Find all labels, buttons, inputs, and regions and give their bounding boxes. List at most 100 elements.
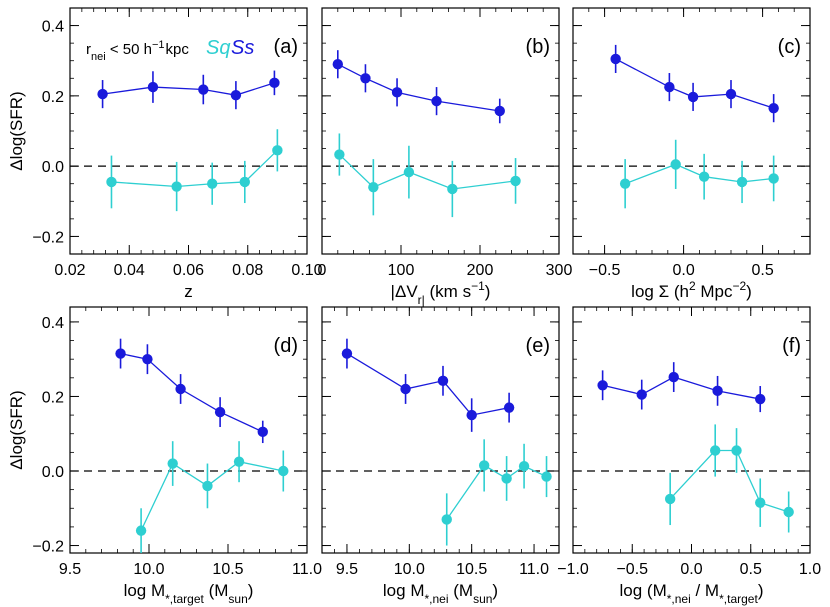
x-axis-title-f: log (M*,nei / M*,target) — [620, 581, 764, 606]
panel-label-f: (f) — [782, 335, 801, 357]
x-tick-label-a: 0.08 — [232, 262, 263, 279]
legend-condition: rnei < 50 h−1kpc — [86, 39, 189, 63]
data-point-sq-f — [731, 445, 742, 456]
x-tick-label-e: 10.0 — [394, 561, 425, 578]
data-point-ss-d — [115, 348, 126, 359]
x-tick-label-a: 0.06 — [173, 262, 204, 279]
data-point-ss-f — [668, 371, 679, 383]
series-line-sq-c — [624, 163, 774, 185]
panel-label-e: (e) — [526, 335, 550, 357]
y-tick-label-a: 0.2 — [42, 89, 64, 106]
data-point-sq-a — [207, 178, 218, 189]
series-line-ss-d — [120, 352, 264, 433]
x-tick-label-e: 9.5 — [336, 561, 358, 578]
panel-label-c: (c) — [778, 36, 801, 58]
data-point-ss-e — [400, 383, 411, 395]
data-point-ss-c — [725, 88, 737, 100]
x-tick-label-f: −1.0 — [557, 561, 589, 578]
y-tick-label-d: 0.2 — [42, 389, 64, 406]
y-tick-label-a: 0.0 — [42, 159, 64, 176]
data-point-sq-f — [710, 445, 721, 456]
legend-sq: Sq — [206, 37, 230, 59]
x-tick-label-b: 300 — [546, 262, 573, 279]
x-axis-title-a: z — [184, 282, 193, 301]
data-point-sq-c — [670, 159, 681, 170]
data-point-sq-b — [368, 182, 379, 193]
data-point-ss-f — [597, 380, 608, 391]
x-axis-title-b: |ΔVr| (km s−1) — [391, 279, 491, 307]
data-point-sq-e — [441, 514, 452, 525]
y-tick-label-a: −0.2 — [32, 229, 64, 246]
series-line-ss-e — [346, 353, 510, 416]
data-point-ss-e — [503, 402, 515, 413]
data-point-sq-a — [272, 145, 283, 156]
x-tick-label-a: 0.02 — [54, 262, 85, 279]
x-tick-label-f: −0.5 — [616, 561, 648, 578]
y-axis-title-a: Δlog(SFR) — [7, 91, 26, 170]
x-tick-label-d: 10.0 — [133, 561, 164, 578]
data-point-sq-f — [664, 493, 676, 505]
data-point-sq-c — [619, 178, 631, 189]
y-axis-title-d: Δlog(SFR) — [7, 390, 26, 469]
data-point-ss-a — [198, 84, 209, 95]
data-point-ss-b — [431, 95, 442, 107]
data-point-sq-f — [755, 497, 766, 508]
panel-d: 9.5 10.0 10.5 11.0 −0.2 0.0 0.2 0.4 (d) log M*,ta… — [7, 306, 322, 606]
y-tick-label-d: 0.0 — [42, 464, 64, 481]
panel-label-b: (b) — [526, 36, 550, 58]
x-tick-label-c: 0.5 — [751, 262, 773, 279]
plot-frame-d — [69, 306, 308, 554]
data-point-sq-d — [135, 525, 147, 536]
data-point-ss-b — [360, 73, 371, 84]
data-point-ss-b — [332, 59, 343, 70]
x-tick-label-c: −0.5 — [589, 262, 621, 279]
data-point-ss-d — [175, 383, 186, 395]
x-tick-label-d: 10.5 — [212, 561, 243, 578]
data-point-ss-d — [142, 353, 153, 365]
plot-frame-f — [572, 306, 811, 554]
data-point-sq-e — [518, 460, 530, 472]
data-point-sq-d — [278, 465, 289, 477]
series-line-ss-a — [102, 82, 275, 96]
data-point-sq-a — [171, 181, 182, 192]
panel-e: 9.5 10.0 10.5 11.0 (e) log M*,nei (Msun) — [321, 306, 560, 606]
data-point-ss-f — [755, 393, 766, 405]
plot-frame-e — [321, 306, 560, 554]
x-axis-title-d: log M*,target (Msun) — [124, 581, 254, 606]
x-tick-label-b: 100 — [388, 262, 415, 279]
data-point-ss-a — [230, 89, 242, 101]
panel-c: −0.5 0.0 0.5 (c) log Σ (h2 Mpc−2) — [572, 7, 811, 301]
panel-b: 0 100 200 300 (b) |ΔVr| (km s−1) — [318, 7, 573, 307]
series-line-ss-f — [602, 376, 761, 400]
data-point-ss-a — [97, 88, 108, 100]
data-point-ss-e — [341, 348, 353, 359]
data-point-ss-a — [269, 77, 280, 89]
series-line-sq-d — [140, 460, 284, 531]
plot-frame-b — [321, 7, 560, 255]
data-point-sq-a — [106, 176, 117, 188]
data-point-sq-a — [239, 176, 250, 188]
data-point-ss-b — [391, 87, 403, 98]
data-point-sq-d — [233, 456, 245, 467]
x-tick-label-a: 0.10 — [291, 262, 322, 279]
data-point-sq-c — [698, 171, 710, 182]
data-point-ss-e — [466, 409, 477, 421]
x-axis-title-c: log Σ (h2 Mpc−2) — [631, 279, 752, 301]
y-tick-label-a: 0.4 — [42, 19, 64, 36]
data-point-ss-e — [437, 375, 449, 386]
data-point-ss-c — [687, 91, 699, 103]
data-point-ss-a — [147, 81, 159, 93]
x-tick-label-f: 0.5 — [740, 561, 762, 578]
panel-label-d: (d) — [274, 335, 298, 357]
data-point-sq-b — [403, 166, 415, 178]
y-tick-label-d: 0.4 — [42, 315, 64, 332]
x-tick-label-f: 1.0 — [799, 561, 821, 578]
data-point-ss-d — [214, 406, 226, 418]
x-tick-label-e: 11.0 — [519, 561, 549, 578]
data-point-ss-c — [664, 81, 675, 93]
data-point-sq-e — [478, 460, 490, 471]
x-tick-label-c: 0.0 — [672, 262, 694, 279]
y-tick-label-d: −0.2 — [32, 539, 64, 556]
x-tick-label-d: 11.0 — [292, 561, 322, 578]
